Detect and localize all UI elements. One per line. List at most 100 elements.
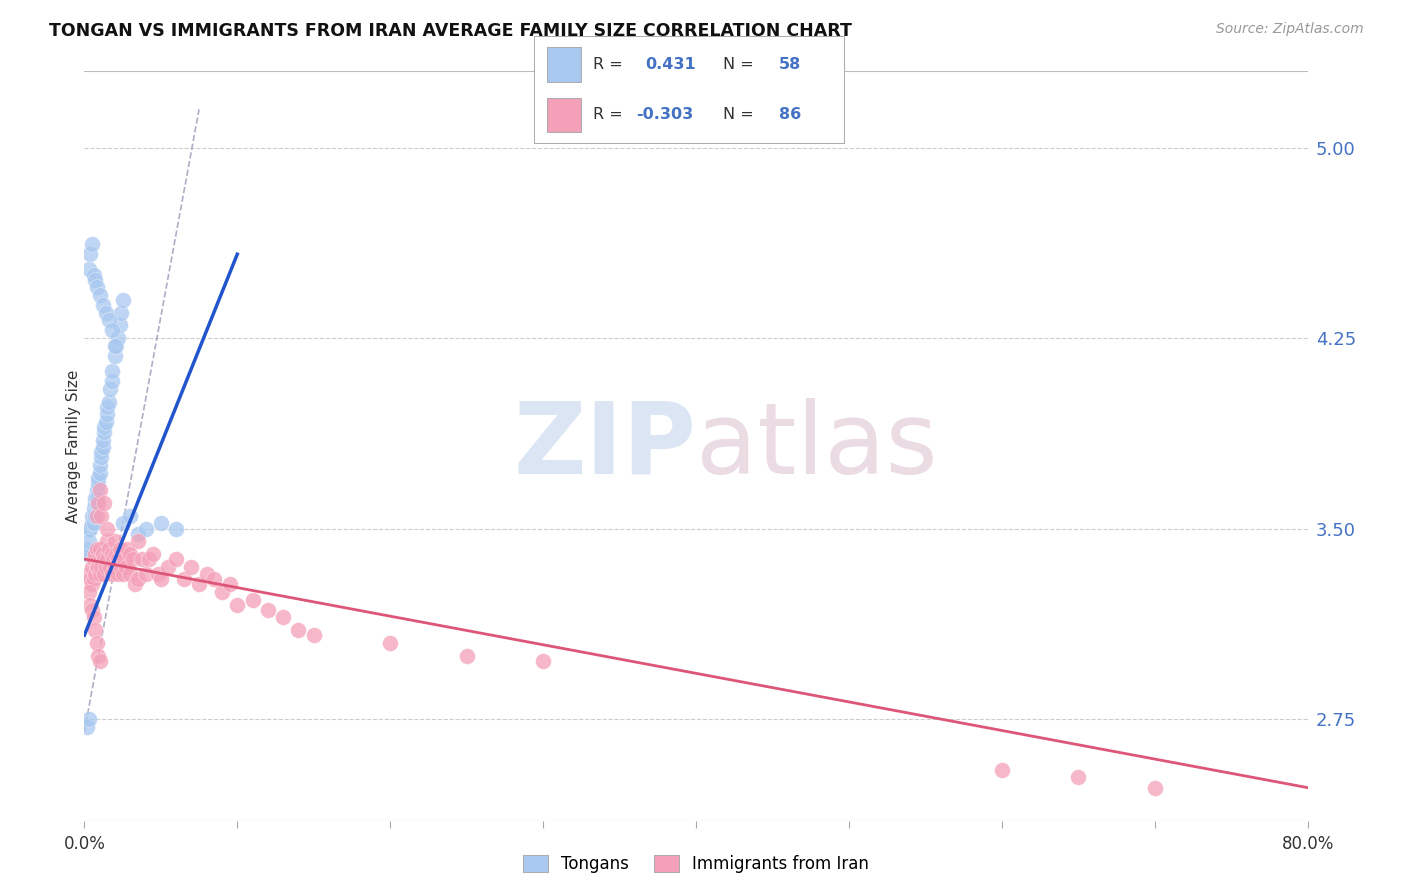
Point: [89, 458, 111, 472]
Point: [89, 567, 111, 582]
Point: [101, 374, 124, 388]
Point: [84, 547, 107, 561]
Point: [98, 559, 121, 574]
Point: [149, 516, 172, 531]
Point: [89, 541, 111, 556]
Point: [120, 547, 142, 561]
Point: [110, 306, 132, 320]
Point: [101, 567, 124, 582]
Point: [131, 552, 153, 566]
Text: Source: ZipAtlas.com: Source: ZipAtlas.com: [1216, 22, 1364, 37]
Point: [112, 552, 135, 566]
Point: [97, 394, 120, 409]
Point: [84, 623, 107, 637]
Point: [531, 654, 554, 668]
Point: [97, 541, 120, 556]
Text: TONGAN VS IMMIGRANTS FROM IRAN AVERAGE FAMILY SIZE CORRELATION CHART: TONGAN VS IMMIGRANTS FROM IRAN AVERAGE F…: [49, 22, 852, 40]
Point: [104, 349, 127, 363]
Point: [271, 610, 294, 624]
Text: 58: 58: [779, 57, 801, 72]
Point: [127, 526, 149, 541]
Point: [87, 552, 110, 566]
Point: [96, 407, 118, 421]
Point: [101, 364, 124, 378]
Point: [165, 522, 187, 536]
Point: [142, 547, 165, 561]
Text: 0.431: 0.431: [645, 57, 696, 72]
Point: [97, 313, 120, 327]
Point: [93, 567, 115, 582]
Point: [75, 547, 97, 561]
Point: [84, 508, 107, 523]
Point: [104, 559, 127, 574]
Point: [77, 534, 100, 549]
Text: R =: R =: [593, 57, 628, 72]
Y-axis label: Average Family Size: Average Family Size: [66, 369, 80, 523]
Point: [96, 552, 118, 566]
Point: [80, 516, 103, 531]
Text: ZIP: ZIP: [513, 398, 696, 494]
Point: [157, 559, 180, 574]
Point: [107, 331, 129, 345]
Point: [91, 433, 114, 447]
Point: [93, 552, 115, 566]
Point: [93, 425, 115, 439]
Point: [146, 567, 169, 582]
Point: [93, 420, 115, 434]
Point: [83, 501, 105, 516]
Point: [84, 496, 107, 510]
Bar: [547, 47, 581, 82]
Point: [84, 567, 107, 582]
Point: [91, 440, 114, 454]
Point: [89, 288, 111, 302]
Point: [111, 567, 134, 582]
Point: [80, 508, 103, 523]
Point: [103, 552, 125, 566]
Point: [188, 577, 211, 591]
Point: [211, 585, 233, 599]
Point: [105, 339, 128, 353]
Point: [111, 516, 134, 531]
Point: [96, 522, 118, 536]
Point: [80, 237, 103, 252]
Point: [135, 522, 157, 536]
Point: [89, 483, 111, 498]
Point: [77, 712, 100, 726]
Point: [107, 567, 129, 582]
Point: [90, 450, 112, 465]
Point: [83, 572, 105, 586]
Point: [79, 247, 101, 261]
Point: [202, 572, 225, 586]
Point: [83, 268, 105, 282]
Point: [107, 552, 129, 566]
Point: [173, 572, 195, 586]
Point: [91, 298, 114, 312]
Point: [302, 628, 325, 642]
Point: [86, 280, 108, 294]
Point: [991, 763, 1014, 777]
Point: [87, 648, 110, 663]
Point: [94, 306, 117, 320]
Point: [380, 636, 402, 650]
Point: [257, 603, 280, 617]
Point: [79, 522, 101, 536]
Point: [90, 552, 112, 566]
Point: [86, 496, 108, 510]
Point: [226, 598, 249, 612]
Point: [94, 415, 117, 429]
Point: [77, 262, 100, 277]
Point: [456, 648, 478, 663]
Point: [80, 603, 103, 617]
Legend: Tongans, Immigrants from Iran: Tongans, Immigrants from Iran: [516, 848, 876, 880]
Point: [86, 508, 108, 523]
Point: [96, 534, 118, 549]
Point: [87, 475, 110, 490]
Point: [90, 559, 112, 574]
Point: [84, 272, 107, 286]
Point: [80, 559, 103, 574]
Point: [101, 323, 124, 337]
Point: [76, 720, 98, 734]
Point: [98, 382, 121, 396]
Point: [89, 654, 111, 668]
Point: [127, 572, 149, 586]
